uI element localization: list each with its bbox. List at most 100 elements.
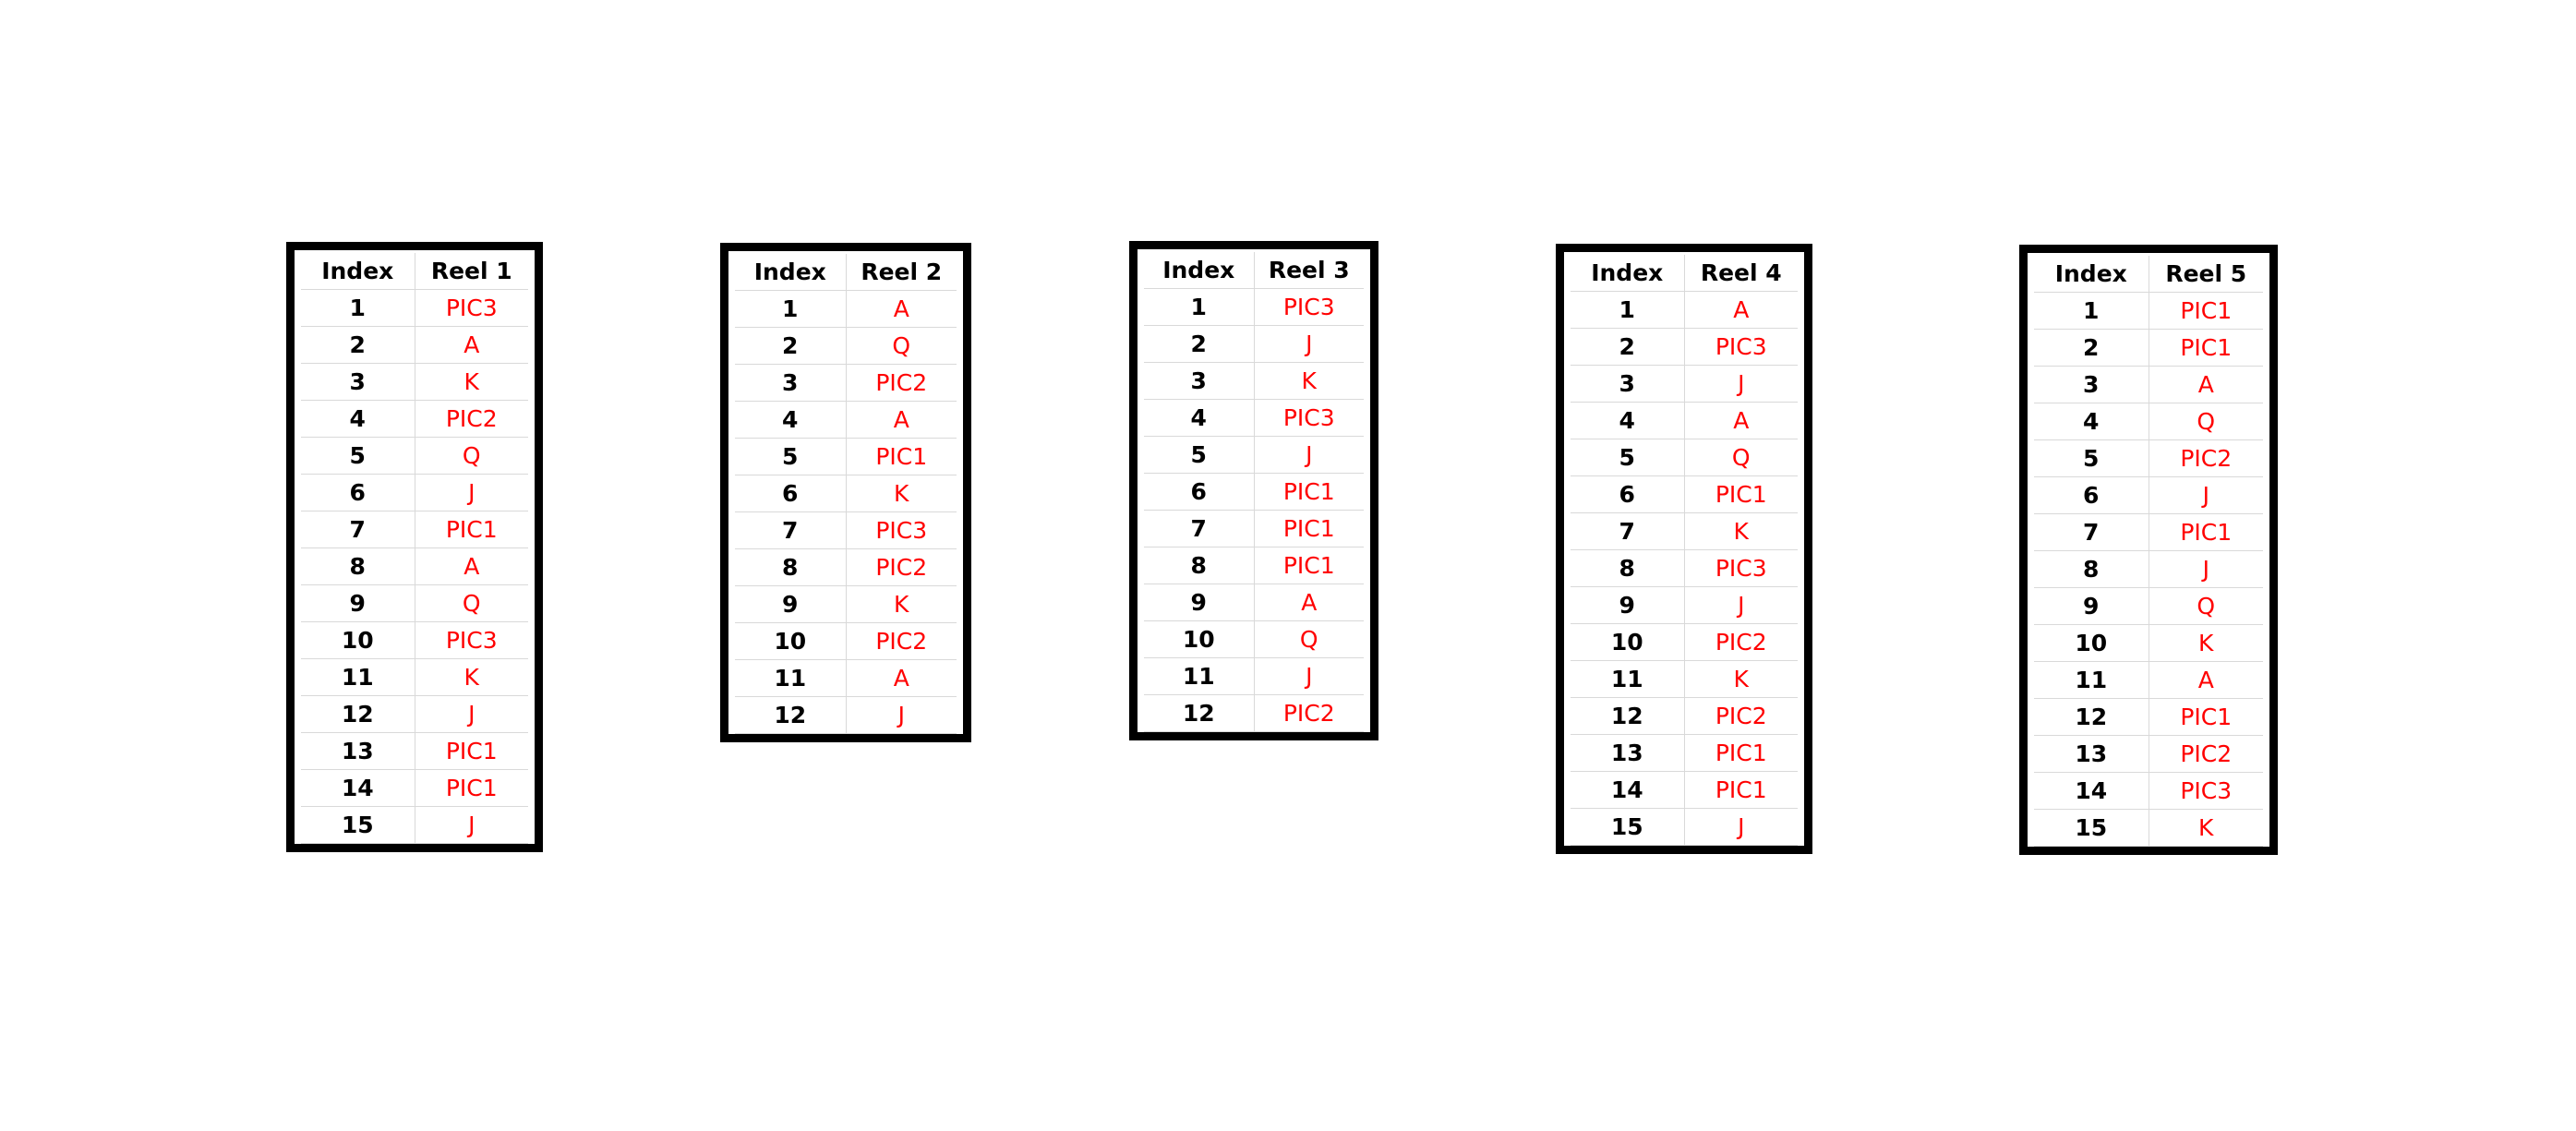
table-row: 5 PIC1 bbox=[735, 438, 957, 475]
symbol-cell: PIC2 bbox=[1253, 694, 1364, 732]
table-row: 5 PIC2 bbox=[2034, 439, 2263, 477]
index-cell: 12 bbox=[735, 696, 847, 734]
symbol-cell: Q bbox=[1683, 439, 1798, 476]
symbol-cell: Q bbox=[2148, 403, 2263, 440]
index-cell: 4 bbox=[735, 401, 847, 439]
symbol-cell: J bbox=[414, 474, 528, 511]
symbol-cell: A bbox=[845, 659, 957, 697]
index-cell: 1 bbox=[735, 290, 847, 328]
table-row: 7 PIC1 bbox=[1144, 510, 1364, 547]
header-row: Index Reel 5 bbox=[2034, 256, 2263, 293]
symbol-cell: K bbox=[845, 585, 957, 623]
index-cell: 7 bbox=[1144, 510, 1255, 547]
index-cell: 8 bbox=[2034, 550, 2149, 588]
table-row: 11 A bbox=[735, 659, 957, 697]
symbol-cell: PIC3 bbox=[414, 289, 528, 327]
table-row: 10 PIC3 bbox=[301, 621, 528, 659]
index-column-header: Index bbox=[2034, 256, 2149, 293]
symbol-cell: PIC3 bbox=[1683, 549, 1798, 587]
index-cell: 11 bbox=[2034, 661, 2149, 699]
index-cell: 10 bbox=[2034, 624, 2149, 662]
reel-1-table-frame: Index Reel 1 1 PIC3 2 A 3 K 4 PIC2 5 Q 6 J 7 PIC1 8 A 9 Q 10… bbox=[286, 242, 543, 852]
index-cell: 9 bbox=[735, 585, 847, 623]
symbol-cell: PIC1 bbox=[414, 732, 528, 770]
index-cell: 1 bbox=[2034, 292, 2149, 330]
index-cell: 6 bbox=[1144, 473, 1255, 511]
table-row: 4 PIC3 bbox=[1144, 399, 1364, 437]
symbol-cell: PIC1 bbox=[2148, 698, 2263, 736]
header-row: Index Reel 1 bbox=[301, 253, 528, 290]
symbol-cell: K bbox=[845, 475, 957, 512]
index-cell: 15 bbox=[2034, 809, 2149, 847]
reel-2-table-frame: Index Reel 2 1 A 2 Q 3 PIC2 4 A 5 PIC1 6 K 7 PIC3 8 PIC2 9… bbox=[720, 243, 971, 742]
symbol-cell: PIC2 bbox=[845, 548, 957, 586]
index-cell: 10 bbox=[1571, 623, 1685, 661]
header-row: Index Reel 4 bbox=[1571, 255, 1798, 292]
symbol-cell: PIC1 bbox=[845, 438, 957, 475]
symbol-cell: PIC1 bbox=[1683, 734, 1798, 772]
symbol-cell: PIC1 bbox=[2148, 513, 2263, 551]
table-row: 7 PIC1 bbox=[2034, 513, 2263, 551]
table-row: 12 J bbox=[735, 696, 957, 734]
table-row: 12 PIC1 bbox=[2034, 698, 2263, 736]
symbol-cell: PIC3 bbox=[414, 621, 528, 659]
table-row: 14 PIC1 bbox=[301, 769, 528, 807]
index-cell: 2 bbox=[2034, 329, 2149, 367]
symbol-cell: A bbox=[845, 290, 957, 328]
reel-4-table: Index Reel 4 1 A 2 PIC3 3 J 4 A 5 Q 6 PIC1 7 K 8 PIC3 9 J 10… bbox=[1571, 255, 1798, 846]
index-column-header: Index bbox=[735, 254, 847, 291]
index-cell: 13 bbox=[301, 732, 415, 770]
symbol-cell: J bbox=[1683, 808, 1798, 846]
table-row: 13 PIC1 bbox=[1571, 734, 1798, 772]
symbol-cell: K bbox=[1683, 660, 1798, 698]
table-row: 1 PIC3 bbox=[1144, 288, 1364, 326]
table-row: 15 K bbox=[2034, 809, 2263, 847]
index-cell: 7 bbox=[1571, 512, 1685, 550]
symbol-cell: PIC2 bbox=[1683, 697, 1798, 735]
symbol-cell: K bbox=[1683, 512, 1798, 550]
symbol-cell: J bbox=[1253, 325, 1364, 363]
table-row: 15 J bbox=[301, 806, 528, 844]
table-row: 10 Q bbox=[1144, 620, 1364, 658]
symbol-cell: PIC3 bbox=[1683, 328, 1798, 366]
reel-column-header: Reel 1 bbox=[414, 253, 528, 290]
index-cell: 12 bbox=[2034, 698, 2149, 736]
index-cell: 5 bbox=[1571, 439, 1685, 476]
index-cell: 13 bbox=[1571, 734, 1685, 772]
index-cell: 4 bbox=[2034, 403, 2149, 440]
index-cell: 9 bbox=[1144, 584, 1255, 621]
symbol-cell: Q bbox=[1253, 620, 1364, 658]
table-row: 15 J bbox=[1571, 808, 1798, 846]
index-cell: 9 bbox=[301, 584, 415, 622]
index-cell: 3 bbox=[2034, 366, 2149, 403]
reel-1-table: Index Reel 1 1 PIC3 2 A 3 K 4 PIC2 5 Q 6 J 7 PIC1 8 A 9 Q 10… bbox=[301, 253, 528, 844]
reel-column-header: Reel 3 bbox=[1253, 252, 1364, 289]
index-cell: 2 bbox=[1144, 325, 1255, 363]
table-row: 10 K bbox=[2034, 624, 2263, 662]
symbol-cell: A bbox=[2148, 366, 2263, 403]
index-cell: 4 bbox=[1571, 402, 1685, 439]
index-cell: 8 bbox=[1571, 549, 1685, 587]
index-cell: 6 bbox=[735, 475, 847, 512]
index-cell: 9 bbox=[1571, 586, 1685, 624]
index-cell: 12 bbox=[1144, 694, 1255, 732]
index-cell: 10 bbox=[1144, 620, 1255, 658]
index-cell: 2 bbox=[301, 326, 415, 364]
index-cell: 14 bbox=[1571, 771, 1685, 809]
index-cell: 4 bbox=[301, 400, 415, 438]
table-row: 1 PIC1 bbox=[2034, 292, 2263, 330]
table-row: 7 PIC1 bbox=[301, 511, 528, 548]
index-cell: 1 bbox=[1571, 291, 1685, 329]
symbol-cell: PIC1 bbox=[1683, 475, 1798, 513]
